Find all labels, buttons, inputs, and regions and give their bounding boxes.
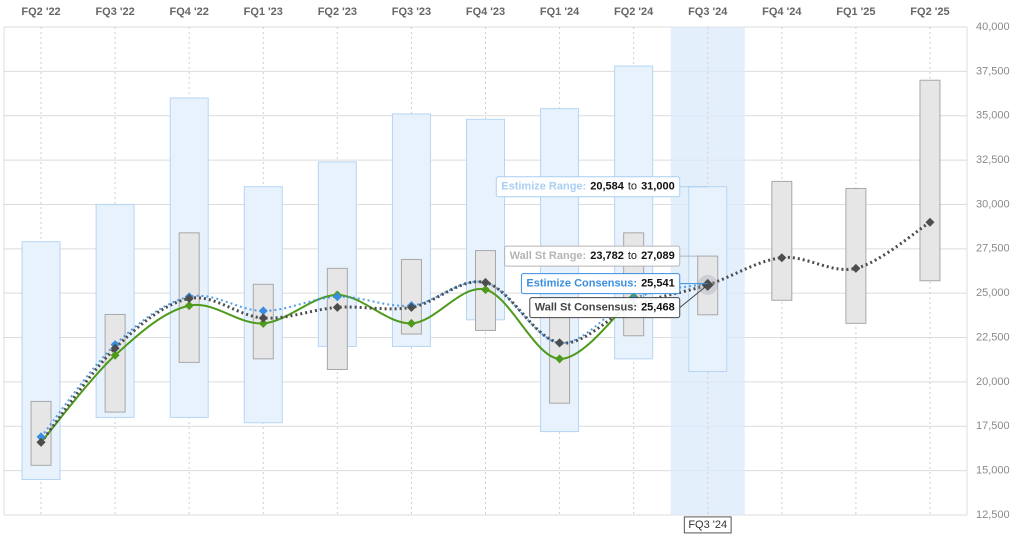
range-bar bbox=[540, 108, 580, 433]
tooltip-value: 31,000 bbox=[641, 181, 675, 193]
x-tick-label: FQ2 '23 bbox=[318, 6, 357, 18]
marker bbox=[851, 263, 861, 273]
marker bbox=[258, 306, 268, 316]
x-tick-label: FQ2 '22 bbox=[21, 6, 60, 18]
x-tick-label: FQ4 '23 bbox=[466, 6, 505, 18]
marker bbox=[36, 432, 46, 442]
marker bbox=[258, 318, 268, 328]
tooltip-value: 25,541 bbox=[641, 277, 675, 289]
x-tick-label: FQ1 '25 bbox=[836, 6, 875, 18]
tooltip-value: 20,584 bbox=[590, 181, 625, 193]
y-tick-label: 27,500 bbox=[976, 243, 1010, 255]
tooltip-row: Wall St Range: 23,782 to 27,089 bbox=[504, 245, 708, 267]
x-tick-label: FQ3 '22 bbox=[95, 6, 134, 18]
tooltip-row: Estimize Consensus: 25,541 bbox=[520, 273, 708, 295]
tooltip-value: 23,782 bbox=[590, 250, 624, 262]
marker bbox=[36, 437, 46, 447]
range-bar bbox=[95, 203, 135, 418]
tooltip-joiner: to bbox=[628, 250, 637, 262]
x-tick-label: FQ2 '25 bbox=[910, 6, 949, 18]
marker bbox=[332, 302, 342, 312]
marker bbox=[481, 278, 490, 288]
y-tick-label: 20,000 bbox=[976, 376, 1010, 388]
x-tick-label: FQ4 '22 bbox=[170, 6, 209, 18]
marker bbox=[555, 354, 565, 364]
tooltip-text: Estimize Range: 20,584 to 31,000 bbox=[501, 181, 674, 193]
tooltip-text: Wall St Consensus: 25,468 bbox=[535, 301, 675, 313]
range-bar bbox=[771, 180, 793, 301]
y-tick-label: 17,500 bbox=[976, 420, 1010, 432]
x-tick-label: FQ3 '24 bbox=[688, 6, 728, 18]
y-tick-label: 22,500 bbox=[976, 331, 1010, 343]
marker bbox=[481, 285, 490, 295]
x-tick-label: FQ4 '24 bbox=[762, 6, 802, 18]
x-tick-label: FQ1 '24 bbox=[540, 6, 580, 18]
y-tick-label: 32,500 bbox=[976, 154, 1010, 166]
marker bbox=[406, 318, 416, 328]
tooltip-label: Wall St Range: bbox=[510, 250, 587, 262]
marker bbox=[110, 343, 120, 353]
marker bbox=[332, 292, 342, 302]
y-tick-label: 15,000 bbox=[976, 465, 1010, 477]
y-tick-label: 30,000 bbox=[976, 198, 1010, 210]
y-tick-label: 35,000 bbox=[976, 110, 1010, 122]
series-line bbox=[40, 280, 708, 438]
tooltip-text: Estimize Consensus: 25,541 bbox=[526, 277, 674, 289]
marker bbox=[555, 338, 565, 348]
tooltip-joiner: to bbox=[628, 181, 637, 193]
y-tick-label: 12,500 bbox=[976, 509, 1010, 521]
tooltip-value: 27,089 bbox=[641, 250, 675, 262]
tooltip-x-label: FQ3 '24 bbox=[688, 519, 727, 531]
x-tick-label: FQ1 '23 bbox=[244, 6, 283, 18]
range-bar bbox=[845, 187, 867, 324]
x-tick-label: FQ2 '24 bbox=[614, 6, 654, 18]
range-bar bbox=[919, 79, 941, 282]
y-tick-label: 40,000 bbox=[976, 21, 1010, 33]
tooltip-value: 25,468 bbox=[641, 301, 675, 313]
range-bar bbox=[400, 258, 422, 335]
tooltip-label: Estimize Range: bbox=[501, 181, 586, 193]
y-tick-label: 25,000 bbox=[976, 287, 1010, 299]
marker bbox=[110, 350, 120, 360]
tooltip-label: Wall St Consensus: bbox=[535, 301, 637, 313]
tooltip-row: Estimize Range: 20,584 to 31,000 bbox=[495, 176, 708, 198]
tooltip-label: Estimize Consensus: bbox=[526, 277, 637, 289]
marker bbox=[184, 294, 194, 304]
tooltip-connector bbox=[679, 284, 709, 308]
marker bbox=[925, 217, 935, 227]
x-tick-label: FQ3 '23 bbox=[392, 6, 431, 18]
y-tick-label: 37,500 bbox=[976, 65, 1010, 77]
marker bbox=[406, 302, 416, 312]
marker bbox=[258, 313, 268, 323]
range-bar bbox=[326, 267, 348, 370]
marker bbox=[184, 301, 194, 311]
marker bbox=[777, 253, 787, 263]
tooltip-row: Wall St Consensus: 25,468 bbox=[529, 284, 709, 319]
tooltip-text: Wall St Range: 23,782 to 27,089 bbox=[510, 250, 675, 262]
tooltip-x-box bbox=[683, 516, 732, 534]
